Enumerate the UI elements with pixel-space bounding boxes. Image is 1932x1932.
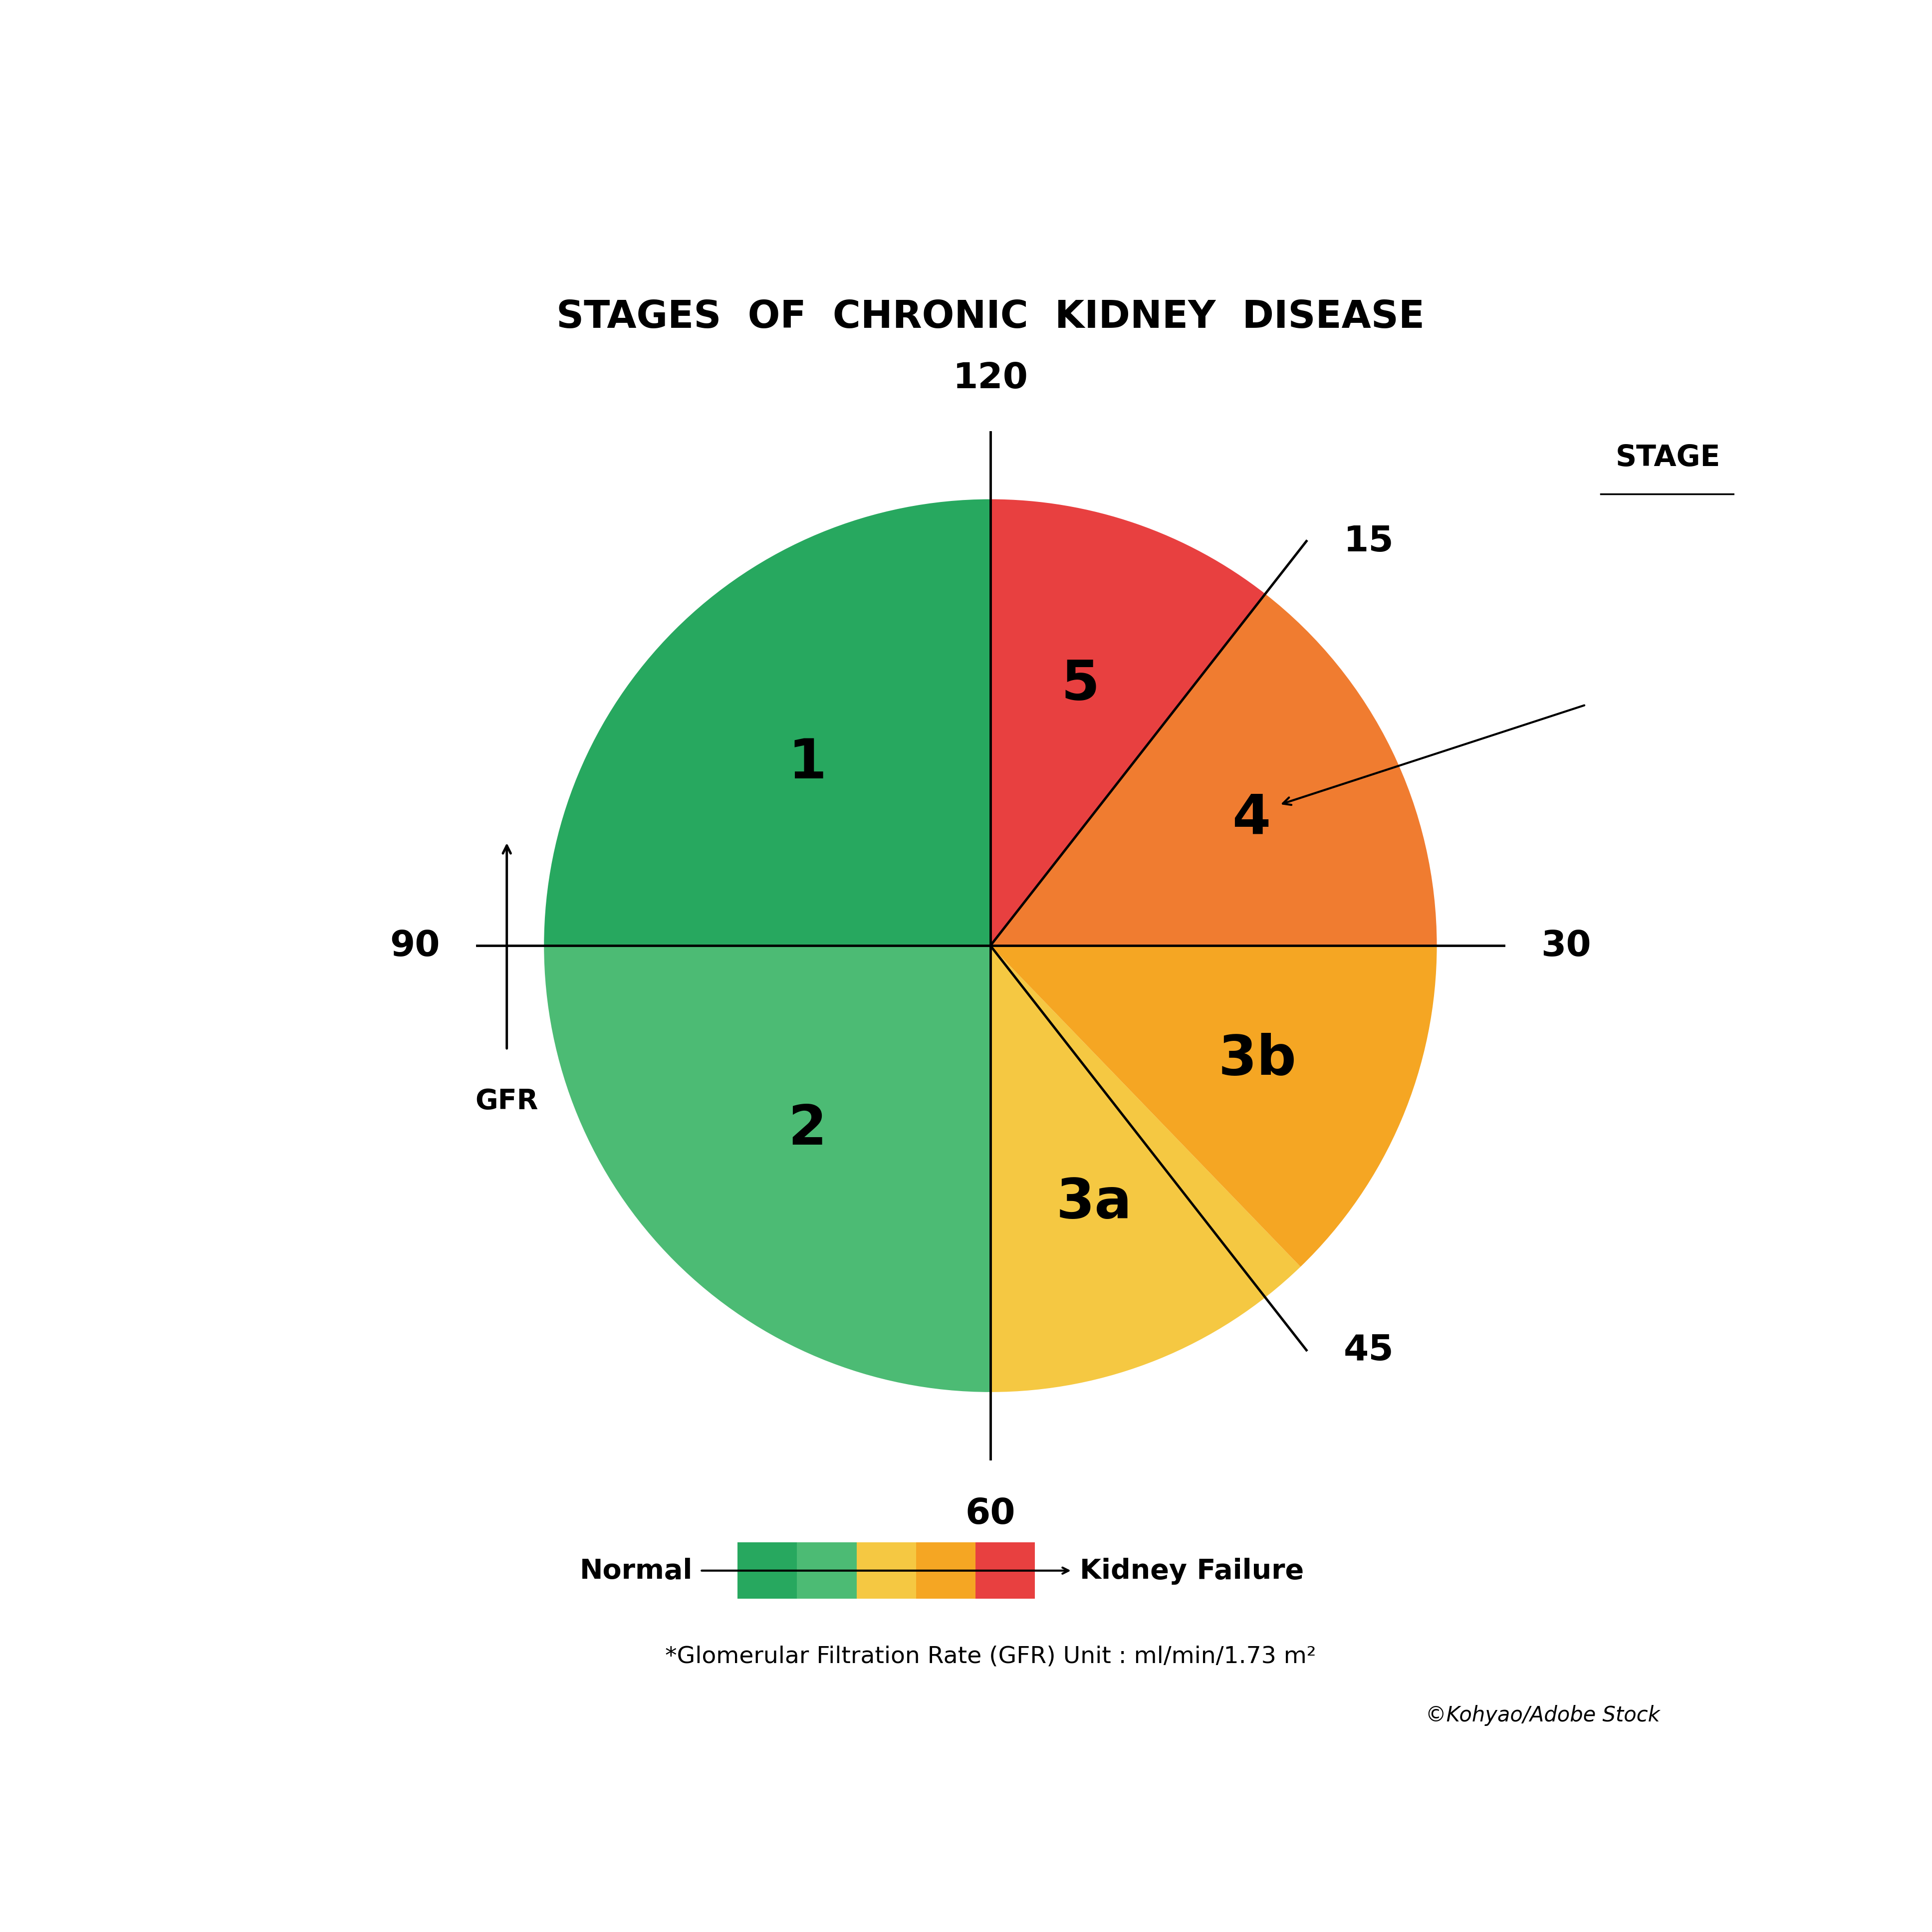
Text: Normal: Normal [580,1557,694,1584]
Text: GFR: GFR [475,1088,539,1115]
Text: 120: 120 [952,361,1028,396]
Text: STAGE: STAGE [1615,444,1719,471]
Bar [856,1542,916,1600]
Wedge shape [989,500,1265,947]
Text: 3b: 3b [1217,1032,1296,1086]
Wedge shape [989,947,1300,1393]
Text: STAGES  OF  CHRONIC  KIDNEY  DISEASE: STAGES OF CHRONIC KIDNEY DISEASE [556,299,1424,336]
Text: 4: 4 [1231,792,1269,846]
Wedge shape [545,500,989,947]
Text: 45: 45 [1343,1333,1393,1368]
Text: 90: 90 [390,929,440,964]
Text: *Glomerular Filtration Rate (GFR) Unit : ml/min/1.73 m²: *Glomerular Filtration Rate (GFR) Unit :… [665,1644,1316,1667]
Wedge shape [545,947,989,1393]
Text: 30: 30 [1540,929,1590,964]
Text: 2: 2 [788,1103,827,1155]
Wedge shape [989,595,1435,947]
Wedge shape [989,947,1435,1267]
Bar [796,1542,856,1600]
Text: 3a: 3a [1055,1177,1132,1229]
Text: Kidney Failure: Kidney Failure [1080,1557,1304,1584]
Text: 15: 15 [1343,524,1393,558]
Text: ©Kohyao/Adobe Stock: ©Kohyao/Adobe Stock [1426,1704,1660,1725]
Text: 60: 60 [966,1495,1014,1530]
Bar [916,1542,976,1600]
Text: 5: 5 [1061,657,1099,711]
Text: 1: 1 [788,736,827,790]
Bar [738,1542,796,1600]
Bar [976,1542,1036,1600]
